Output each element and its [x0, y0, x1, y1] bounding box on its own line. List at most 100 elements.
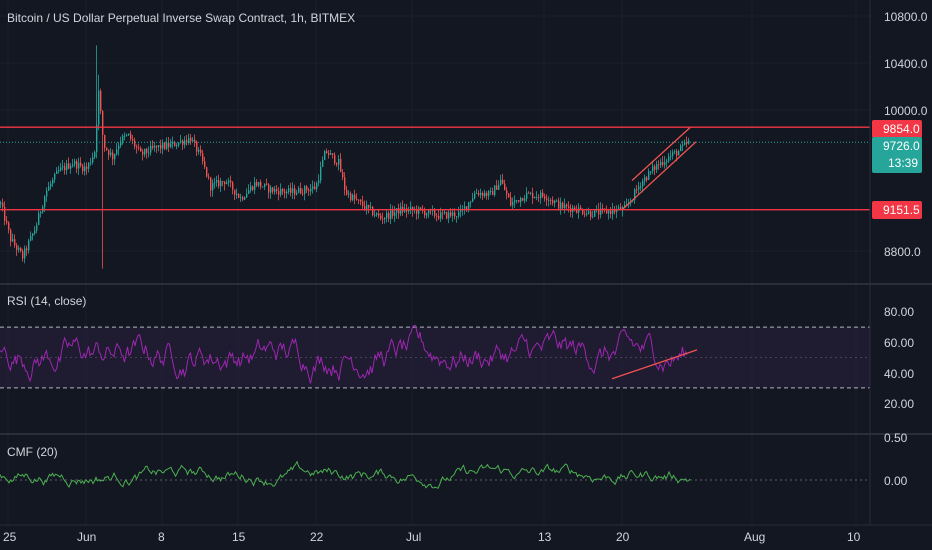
candle-body	[94, 152, 96, 158]
candle-body	[640, 186, 642, 188]
candle-body	[190, 137, 192, 142]
candle-body	[194, 139, 196, 142]
candle-body	[408, 209, 410, 212]
candle-body	[330, 153, 332, 155]
candle-body	[104, 134, 106, 148]
candle-body	[244, 197, 246, 200]
candle-body	[34, 230, 36, 234]
candle-body	[308, 190, 310, 192]
candle-body	[368, 204, 370, 208]
candle-body	[148, 152, 150, 154]
candle-body	[634, 189, 636, 200]
candle-body	[122, 135, 124, 142]
candle-body	[108, 150, 110, 155]
candle-body	[444, 212, 446, 214]
candle-body	[86, 166, 88, 169]
candle-body	[284, 191, 286, 194]
support-price-tag: 9151.5	[872, 201, 922, 219]
current-price-tag: 9726.0 13:39	[872, 137, 922, 173]
candle-body	[446, 212, 448, 219]
candle-body	[4, 206, 6, 221]
candle-body	[186, 140, 188, 143]
candle-body	[498, 184, 500, 190]
candle-body	[380, 215, 382, 219]
price-candles[interactable]	[0, 45, 870, 269]
rsi-tick: 20.00	[884, 397, 914, 411]
candle-body	[492, 191, 494, 196]
candle-body	[350, 193, 352, 201]
candle-body	[592, 216, 594, 218]
candle-body	[142, 151, 144, 155]
candle-body	[374, 215, 376, 216]
candle-body	[674, 151, 676, 153]
candle-body	[438, 215, 440, 219]
candle-body	[292, 188, 294, 193]
candle-body	[238, 194, 240, 198]
candle-body	[66, 163, 68, 171]
candle-body	[64, 166, 66, 171]
candle-body	[156, 145, 158, 147]
candle-body	[170, 143, 172, 148]
candle-body	[356, 198, 358, 200]
candle-body	[558, 200, 560, 209]
candle-body	[372, 206, 374, 216]
candle-body	[488, 191, 490, 196]
candle-body	[130, 133, 132, 140]
candle-body	[370, 206, 372, 208]
candle-body	[588, 211, 590, 214]
candle-body	[646, 177, 648, 180]
price-tick: 10000.0	[884, 104, 928, 118]
cmf-pane[interactable]	[0, 460, 870, 489]
candle-body	[342, 171, 344, 178]
candle-body	[220, 181, 222, 187]
candle-body	[264, 183, 266, 187]
candle-body	[476, 193, 478, 195]
candle-body	[518, 200, 520, 203]
candle-body	[232, 182, 234, 190]
candle-body	[388, 212, 390, 219]
bar-countdown: 13:39	[888, 156, 918, 170]
candle-body	[412, 207, 414, 211]
candle-body	[228, 180, 230, 183]
candle-body	[428, 209, 430, 214]
candle-body	[608, 210, 610, 214]
rsi-pane[interactable]	[0, 324, 870, 389]
candle-body	[436, 215, 438, 217]
candle-body	[48, 186, 50, 191]
candle-body	[478, 193, 480, 195]
candle-body	[160, 145, 162, 149]
candle-body	[166, 142, 168, 149]
candle-body	[22, 251, 24, 259]
candle-body	[582, 209, 584, 215]
candle-body	[394, 212, 396, 216]
candle-body	[242, 197, 244, 200]
candle-body	[272, 187, 274, 192]
candle-body	[552, 200, 554, 204]
candle-body	[144, 148, 146, 155]
candle-body	[76, 161, 78, 169]
candle-body	[602, 208, 604, 210]
candle-body	[192, 139, 194, 142]
candle-body	[38, 213, 40, 225]
candle-body	[434, 210, 436, 216]
candle-body	[96, 124, 98, 153]
rsi-tick: 80.00	[884, 305, 914, 319]
current-price-value: 9726.0	[883, 139, 920, 153]
candle-body	[168, 142, 170, 148]
candle-body	[200, 149, 202, 154]
candle-body	[390, 209, 392, 219]
candle-body	[666, 160, 668, 163]
candle-body	[310, 188, 312, 192]
candle-body	[526, 192, 528, 199]
candle-body	[544, 196, 546, 199]
candle-body	[508, 193, 510, 198]
candle-body	[316, 183, 318, 190]
candle-body	[376, 213, 378, 216]
candle-body	[54, 173, 56, 180]
resistance-price-value: 9854.0	[883, 122, 920, 136]
candle-body	[482, 193, 484, 197]
candle-body	[348, 193, 350, 195]
candle-body	[642, 181, 644, 187]
candle-body	[314, 186, 316, 190]
